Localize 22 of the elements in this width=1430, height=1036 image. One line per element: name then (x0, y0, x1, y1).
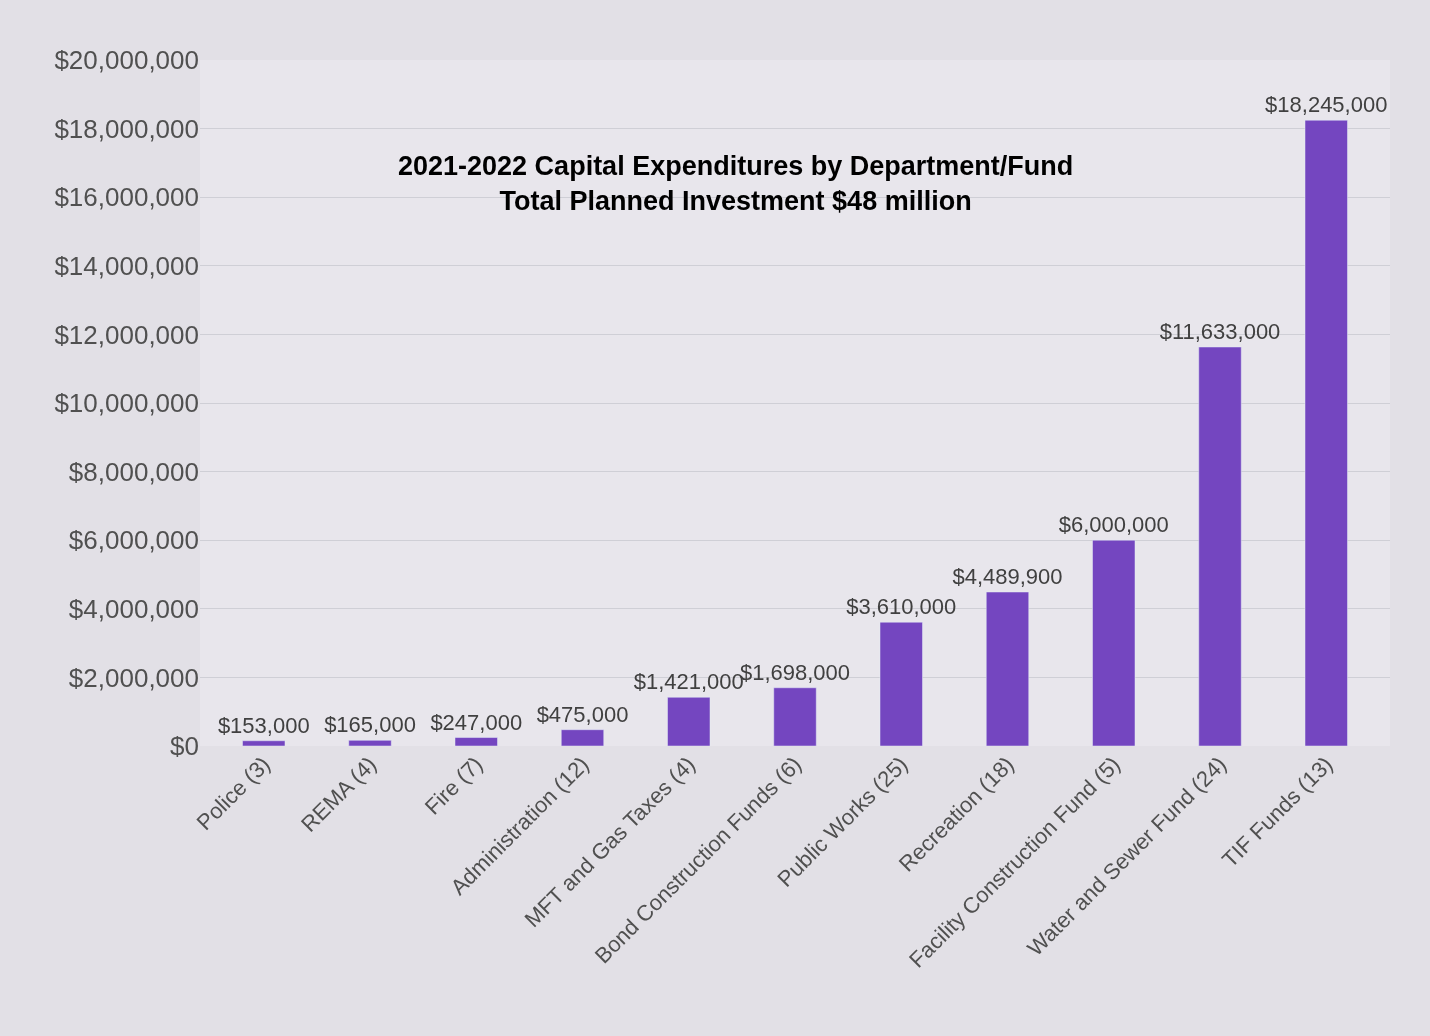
y-tick-label: $16,000,000 (54, 182, 199, 213)
data-label: $18,245,000 (1265, 92, 1388, 118)
data-label: $3,610,000 (846, 594, 957, 620)
data-label: $153,000 (217, 712, 310, 738)
text: 2021-2022 Capital Expenditures by Department/Fund (398, 151, 1074, 181)
y-tick-label: $6,000,000 (68, 525, 199, 556)
y-tick-label: $10,000,000 (54, 388, 199, 419)
y-tick-label: $18,000,000 (54, 113, 199, 144)
data-label: $475,000 (536, 701, 629, 727)
y-tick-label: $2,000,000 (68, 662, 199, 693)
y-tick-label: $20,000,000 (54, 45, 199, 76)
y-tick-label: $14,000,000 (54, 250, 199, 281)
y-tick-label: $0 (170, 731, 199, 762)
text: Total Planned Investment $48 million (499, 186, 972, 217)
data-label: $11,633,000 (1159, 318, 1281, 344)
data-label: $165,000 (324, 712, 416, 738)
y-tick-label: $4,000,000 (68, 593, 199, 624)
data-label: $4,489,900 (952, 564, 1063, 589)
y-tick-label: $12,000,000 (54, 319, 199, 350)
data-label: $6,000,000 (1058, 512, 1169, 538)
data-label: $247,000 (430, 709, 523, 735)
y-tick-label: $8,000,000 (68, 456, 199, 487)
